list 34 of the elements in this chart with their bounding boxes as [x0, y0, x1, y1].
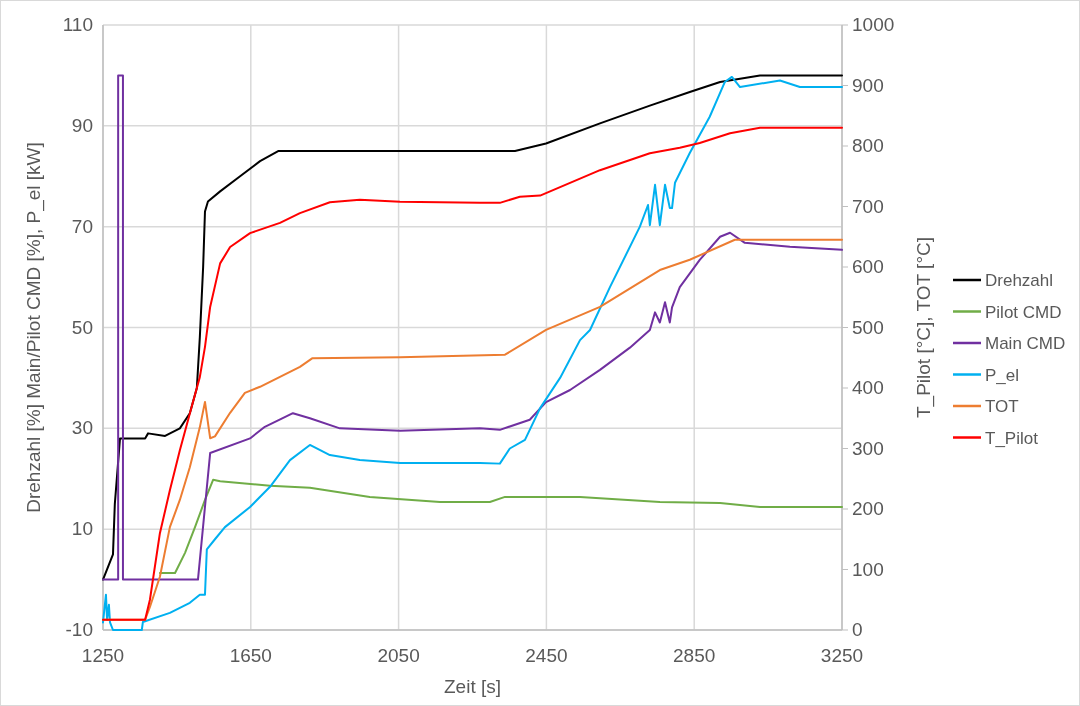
y2-tick-label: 100: [852, 558, 884, 580]
y2-tick-label: 400: [852, 377, 884, 398]
legend-label: Drehzahl: [985, 271, 1054, 290]
line-series: [158, 478, 843, 575]
x-tick-label: 1650: [229, 645, 272, 666]
y2-tick-label: 1000: [852, 14, 895, 35]
y2-tick-label: 900: [852, 74, 884, 96]
y-tick-label: 50: [71, 316, 93, 338]
y-tick-label: 10: [71, 518, 93, 540]
x-tick-label: 1250: [81, 645, 125, 666]
y2-axis-title: T_Pilot [°C], TOT [°C]: [913, 237, 935, 418]
legend-label: TOT: [985, 397, 1019, 416]
x-axis-title: Zeit [s]: [443, 676, 502, 697]
x-tick-label: 2050: [377, 645, 420, 666]
legend-label: T_Pilot: [985, 428, 1039, 448]
y-tick-label: 30: [71, 417, 93, 439]
y-tick-label: 90: [71, 114, 93, 136]
legend-label: Main CMD: [985, 334, 1066, 353]
y-tick-label: -10: [65, 619, 93, 640]
y-tick-label: 70: [71, 215, 93, 237]
legend-label: Pilot CMD: [985, 302, 1062, 322]
y2-tick-label: 500: [852, 316, 884, 338]
y-tick-label: 110: [62, 14, 93, 35]
y-axis-title: Drehzahl [%] Main/Pilot CMD [%], P_el [kW]: [23, 142, 45, 513]
x-tick-label: 3250: [820, 645, 864, 666]
y2-tick-label: 200: [852, 498, 884, 519]
y2-tick-label: 800: [852, 135, 884, 156]
y2-tick-label: 300: [852, 437, 884, 459]
y2-tick-label: 600: [852, 256, 884, 277]
x-tick-label: 2850: [673, 645, 716, 666]
legend-label: P_el: [985, 365, 1020, 385]
x-tick-label: 2450: [525, 645, 568, 666]
y2-tick-label: 700: [852, 195, 884, 217]
y2-tick-label: 0: [852, 619, 863, 640]
